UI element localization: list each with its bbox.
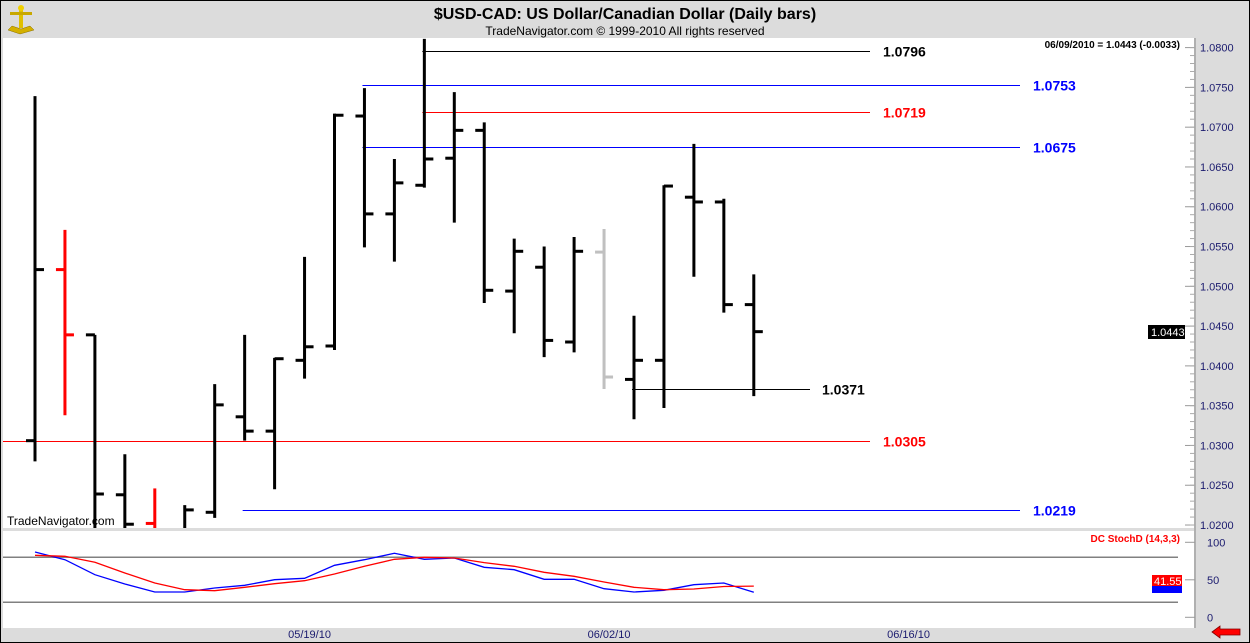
stoch-tick-label: 100 (1207, 537, 1225, 549)
ohlc-bar (265, 357, 284, 490)
ohlc-bar (295, 256, 314, 379)
stoch-panel (3, 531, 1195, 628)
ohlc-bar (355, 88, 374, 248)
level-label: 1.0219 (1033, 503, 1076, 519)
stoch-tick-label: 0 (1207, 612, 1213, 624)
level-label: 1.0753 (1033, 78, 1076, 94)
x-tick-label: 05/19/10 (288, 629, 331, 641)
ohlc-bar (325, 113, 344, 350)
ohlc-bar (235, 334, 254, 441)
last-price-marker: 1.0443 (1148, 325, 1185, 339)
y-tick-label: 1.0450 (1200, 321, 1234, 333)
y-tick-label: 1.0300 (1200, 440, 1234, 452)
ohlc-bar (744, 274, 763, 397)
ohlc-bar (385, 158, 404, 262)
y-tick-label: 1.0550 (1200, 242, 1234, 254)
y-tick-label: 1.0700 (1200, 122, 1234, 134)
y-tick-label: 1.0400 (1200, 361, 1234, 373)
ohlc-bar (145, 488, 157, 528)
ohlc-bar (183, 505, 194, 528)
y-tick-label: 1.0650 (1200, 162, 1234, 174)
ohlc-bar (55, 229, 74, 416)
y-tick-label: 1.0200 (1200, 520, 1234, 532)
ohlc-bar (625, 315, 643, 420)
ohlc-bar (85, 333, 104, 528)
ohlc-bar (684, 143, 703, 277)
level-label: 1.0675 (1033, 140, 1076, 156)
watermark: TradeNavigator.com (7, 514, 115, 528)
stoch-title: DC StochD (14,3,3) (1091, 534, 1180, 545)
ohlc-bar (654, 184, 673, 409)
level-label: 1.0305 (883, 434, 926, 450)
ohlc-bar (475, 122, 494, 304)
last-price-label: 1.0443 (1151, 327, 1185, 339)
ohlc-bar (26, 96, 44, 462)
ohlc-bar (595, 229, 614, 389)
y-tick-label: 1.0350 (1200, 401, 1234, 413)
sextant-icon (7, 5, 35, 35)
y-tick-label: 1.0500 (1200, 281, 1234, 293)
ohlc-bar (714, 198, 733, 313)
last-quote: 06/09/2010 = 1.0443 (-0.0033) (1045, 40, 1180, 51)
red-left-arrow-icon[interactable] (1211, 625, 1241, 639)
stoch-tick-label: 50 (1207, 575, 1219, 587)
y-tick-label: 1.0600 (1200, 202, 1234, 214)
ohlc-bar (415, 38, 434, 188)
x-tick-label: 06/16/10 (887, 629, 930, 641)
price-panel (3, 38, 1195, 528)
stoch-last-marker: 41.55 (1152, 575, 1182, 593)
y-tick-label: 1.0800 (1200, 43, 1234, 55)
chart-title: $USD-CAD: US Dollar/Canadian Dollar (Dai… (434, 6, 816, 23)
y-tick-label: 1.0250 (1200, 480, 1234, 492)
ohlc-bar (445, 92, 464, 223)
ohlc-bar (565, 236, 584, 353)
stoch-series-line (34, 551, 754, 593)
stoch-last-label: 41.55 (1154, 576, 1182, 588)
ohlc-bar (505, 238, 524, 334)
level-label: 1.0371 (822, 382, 865, 398)
level-label: 1.0719 (883, 105, 926, 121)
ohlc-bar (535, 246, 554, 358)
copyright: TradeNavigator.com © 1999-2010 All right… (485, 24, 764, 38)
y-tick-label: 1.0750 (1200, 82, 1234, 94)
ohlc-bar (205, 384, 224, 518)
stoch-series-line (34, 554, 754, 592)
x-tick-label: 06/02/10 (588, 629, 631, 641)
level-label: 1.0796 (883, 44, 926, 60)
ohlc-bar (115, 454, 134, 528)
